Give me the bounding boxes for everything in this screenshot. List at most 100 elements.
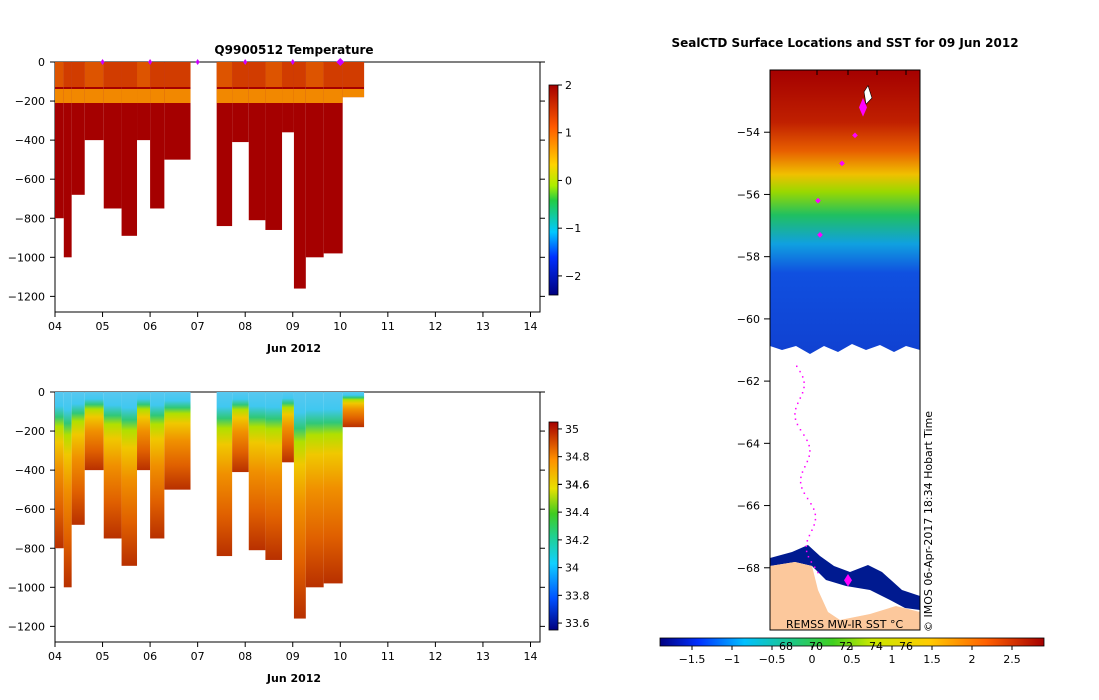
inset-tick-label: 74: [869, 640, 883, 653]
temperature-warm-layer: [71, 89, 85, 103]
temperature-warm-layer: [305, 89, 324, 103]
x-tick-label: 11: [381, 650, 395, 663]
track-dot: [805, 545, 808, 547]
sst-colorbar-tick-label: 2.5: [1003, 653, 1021, 666]
y-tick-label: 0: [38, 386, 45, 399]
sst-colorbar-tick-label: −1: [724, 653, 740, 666]
salinity-colorbar: [548, 421, 559, 631]
salinity-profile: [103, 392, 122, 539]
salinity-profile: [293, 392, 306, 619]
y-tick-label: −800: [15, 212, 45, 225]
map-frame: [769, 69, 921, 631]
map-y-axis: −54 −56 −58 −60 −62 −64 −66 −68: [737, 70, 907, 575]
track-dot: [814, 513, 817, 516]
temperature-surface-layer: [164, 62, 191, 87]
temperature-panel: Q9900512 Temperature 0 −200 −400 −600 −800 −1…: [8, 43, 581, 355]
x-tick-label: 08: [238, 650, 252, 663]
inset-tick-label: 72: [839, 640, 853, 653]
sst-colorbar-tick-label: 1.5: [923, 653, 941, 666]
colorbar-tick-label: 34.2: [565, 534, 590, 547]
current-location-marker: [859, 98, 867, 117]
surface-marker: [336, 58, 345, 66]
sst-colorbar-tick-label: 0: [809, 653, 816, 666]
x-tick-label: 08: [238, 320, 252, 333]
temperature-surface-layer: [342, 62, 365, 87]
temperature-warm-layer: [323, 89, 343, 103]
track-dot: [804, 466, 806, 468]
track-dot: [809, 450, 811, 452]
track-dot: [799, 370, 801, 373]
x-tick-label: 14: [523, 320, 537, 333]
sst-colorbar-ticks: −1.5 −1 −0.5 0 0.5 1 1.5 2 2.5: [679, 646, 1021, 666]
surface-marker: [243, 59, 248, 65]
colorbar-tick-label: 34.6: [565, 478, 590, 491]
inset-tick-label: 70: [809, 640, 823, 653]
track-dot: [808, 444, 810, 447]
map-y-tick-label: −60: [737, 313, 760, 326]
temperature-warm-layer: [164, 89, 191, 103]
sst-map-panel: SealCTD Surface Locations and SST for 09…: [659, 36, 1045, 666]
temperature-surface-layer: [150, 62, 165, 87]
surface-marker: [290, 59, 295, 65]
sst-colorbar-tick-label: −1.5: [679, 653, 706, 666]
temperature-colorbar: [548, 84, 559, 296]
x-tick-label: 13: [476, 320, 490, 333]
track-dot: [808, 534, 811, 537]
y-tick-label: −1200: [8, 290, 45, 303]
x-tick-label: 07: [191, 650, 205, 663]
temperature-surface-layer: [323, 62, 343, 87]
temperature-warm-layer: [150, 89, 165, 103]
y-tick-label: −1000: [8, 251, 45, 264]
y-tick-label: −800: [15, 542, 45, 555]
temperature-surface-layer: [232, 62, 249, 87]
sst-colorbar-tick-label: 2: [969, 653, 976, 666]
track-dot: [806, 540, 809, 542]
sst-colorbar-tick-label: 1: [889, 653, 896, 666]
colorbar-tick-label: 34.4: [565, 506, 590, 519]
salinity-profile: [137, 392, 151, 471]
y-tick-label: 0: [38, 56, 45, 69]
track-dot: [801, 376, 804, 378]
temperature-colorbar-ticks: −2 −1 0 1 2: [558, 79, 581, 283]
track-dot: [794, 413, 796, 415]
temperature-profile: [63, 62, 72, 258]
track-dot: [806, 460, 809, 463]
colorbar-tick-label: 34: [565, 562, 579, 575]
salinity-profile: [84, 392, 104, 471]
salinity-profile: [248, 392, 266, 551]
track-dot: [808, 455, 810, 457]
coastal-sst: [770, 545, 920, 610]
temperature-warm-layer: [84, 89, 104, 103]
temperature-x-axis: 04 05 06 07 08 09 10 11 12 13 14: [48, 312, 537, 333]
temperature-warm-layer: [282, 89, 294, 103]
inset-tick-label: 68: [779, 640, 793, 653]
temperature-surface-layer: [216, 62, 233, 87]
colorbar-tick-label: 34.6: [565, 478, 590, 491]
salinity-profile: [265, 392, 283, 560]
salinity-y-axis: 0 −200 −400 −600 −800 −1000 −1200: [8, 386, 545, 633]
track-dot: [817, 571, 819, 574]
y-tick-label: −200: [15, 425, 45, 438]
salinity-x-axis: 04 05 06 07 08 09 10 11 12 13 14: [48, 642, 537, 663]
map-title: SealCTD Surface Locations and SST for 09…: [671, 36, 1018, 50]
track-dot: [803, 434, 805, 436]
map-y-tick-label: −62: [737, 375, 760, 388]
track-point: [844, 574, 852, 587]
surface-marker: [195, 59, 200, 65]
x-tick-label: 13: [476, 650, 490, 663]
temperature-surface-layer: [121, 62, 138, 87]
track-dot: [810, 503, 812, 505]
x-tick-label: 12: [428, 320, 442, 333]
surface-marker: [100, 59, 105, 65]
temperature-profile: [121, 62, 138, 236]
temperature-profile: [55, 62, 64, 219]
temperature-profiles: [55, 62, 365, 289]
x-tick-label: 10: [333, 320, 347, 333]
x-tick-label: 10: [333, 650, 347, 663]
track-dot: [803, 386, 805, 389]
sst-field: [770, 70, 920, 360]
track-dot: [814, 518, 817, 521]
temperature-surface-layer: [103, 62, 122, 87]
temperature-profile: [305, 62, 324, 258]
